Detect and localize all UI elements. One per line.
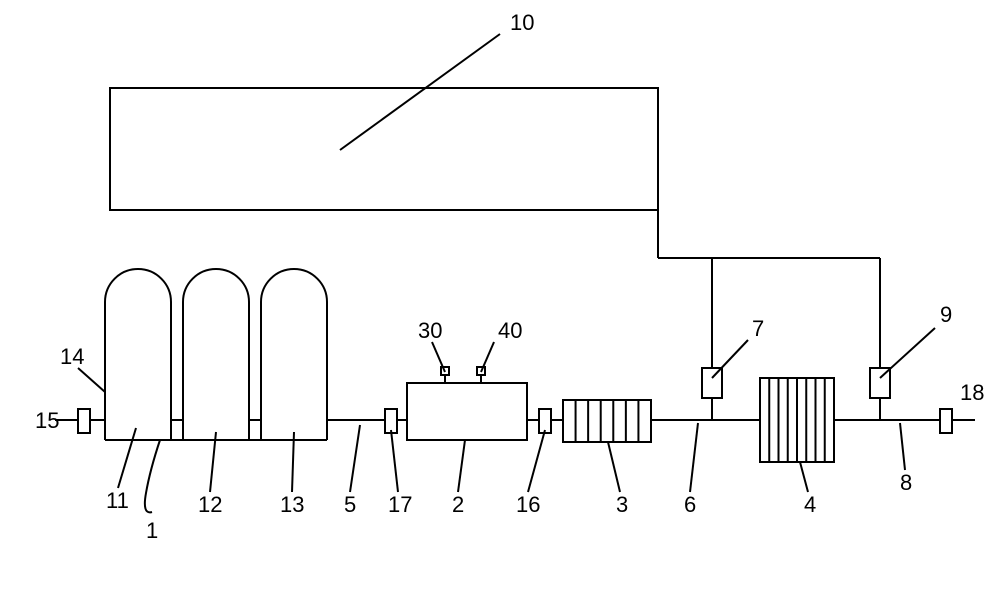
leader-l11 — [118, 428, 136, 488]
label-n2: 2 — [452, 492, 464, 517]
label-n8: 8 — [900, 470, 912, 495]
leader-l7 — [712, 340, 748, 378]
label-n18: 18 — [960, 380, 984, 405]
leader-l14 — [78, 368, 105, 392]
leader-l40 — [481, 342, 494, 372]
label-n30: 30 — [418, 318, 442, 343]
label-n17: 17 — [388, 492, 412, 517]
label-n16: 16 — [516, 492, 540, 517]
label-n7: 7 — [752, 316, 764, 341]
leader-l9 — [880, 328, 935, 378]
leader-l2 — [458, 440, 465, 492]
label-n40: 40 — [498, 318, 522, 343]
label-n9: 9 — [940, 302, 952, 327]
label-n12: 12 — [198, 492, 222, 517]
controller-box — [110, 88, 658, 210]
tank-arc-1 — [183, 269, 249, 302]
label-n3: 3 — [616, 492, 628, 517]
label-n11: 11 — [106, 488, 129, 513]
engineering-diagram: 1097304014151811112135172163648 — [0, 0, 1000, 613]
flange-f18 — [940, 409, 952, 433]
flange-f16 — [539, 409, 551, 433]
leader-l30 — [432, 342, 445, 372]
flange-f15 — [78, 409, 90, 433]
sensor-s7 — [702, 368, 722, 398]
label-n1: 1 — [146, 518, 158, 543]
label-n4: 4 — [804, 492, 816, 517]
leader-l16 — [528, 430, 545, 492]
unit-2 — [407, 383, 527, 440]
label-n14: 14 — [60, 344, 84, 369]
leader-l3 — [608, 442, 620, 492]
label-n15: 15 — [35, 408, 59, 433]
label-n10: 10 — [510, 10, 534, 35]
leader-l4 — [800, 462, 808, 492]
leader-l1 — [145, 440, 160, 512]
label-n13: 13 — [280, 492, 304, 517]
tank-arc-0 — [105, 269, 171, 302]
leader-l6 — [690, 423, 698, 492]
leader-l5 — [350, 425, 360, 492]
leader-l8 — [900, 423, 905, 470]
tank-arc-2 — [261, 269, 327, 302]
label-n6: 6 — [684, 492, 696, 517]
leader-l10 — [340, 34, 500, 150]
leader-l17 — [391, 430, 398, 492]
flange-f17 — [385, 409, 397, 433]
label-n5: 5 — [344, 492, 356, 517]
